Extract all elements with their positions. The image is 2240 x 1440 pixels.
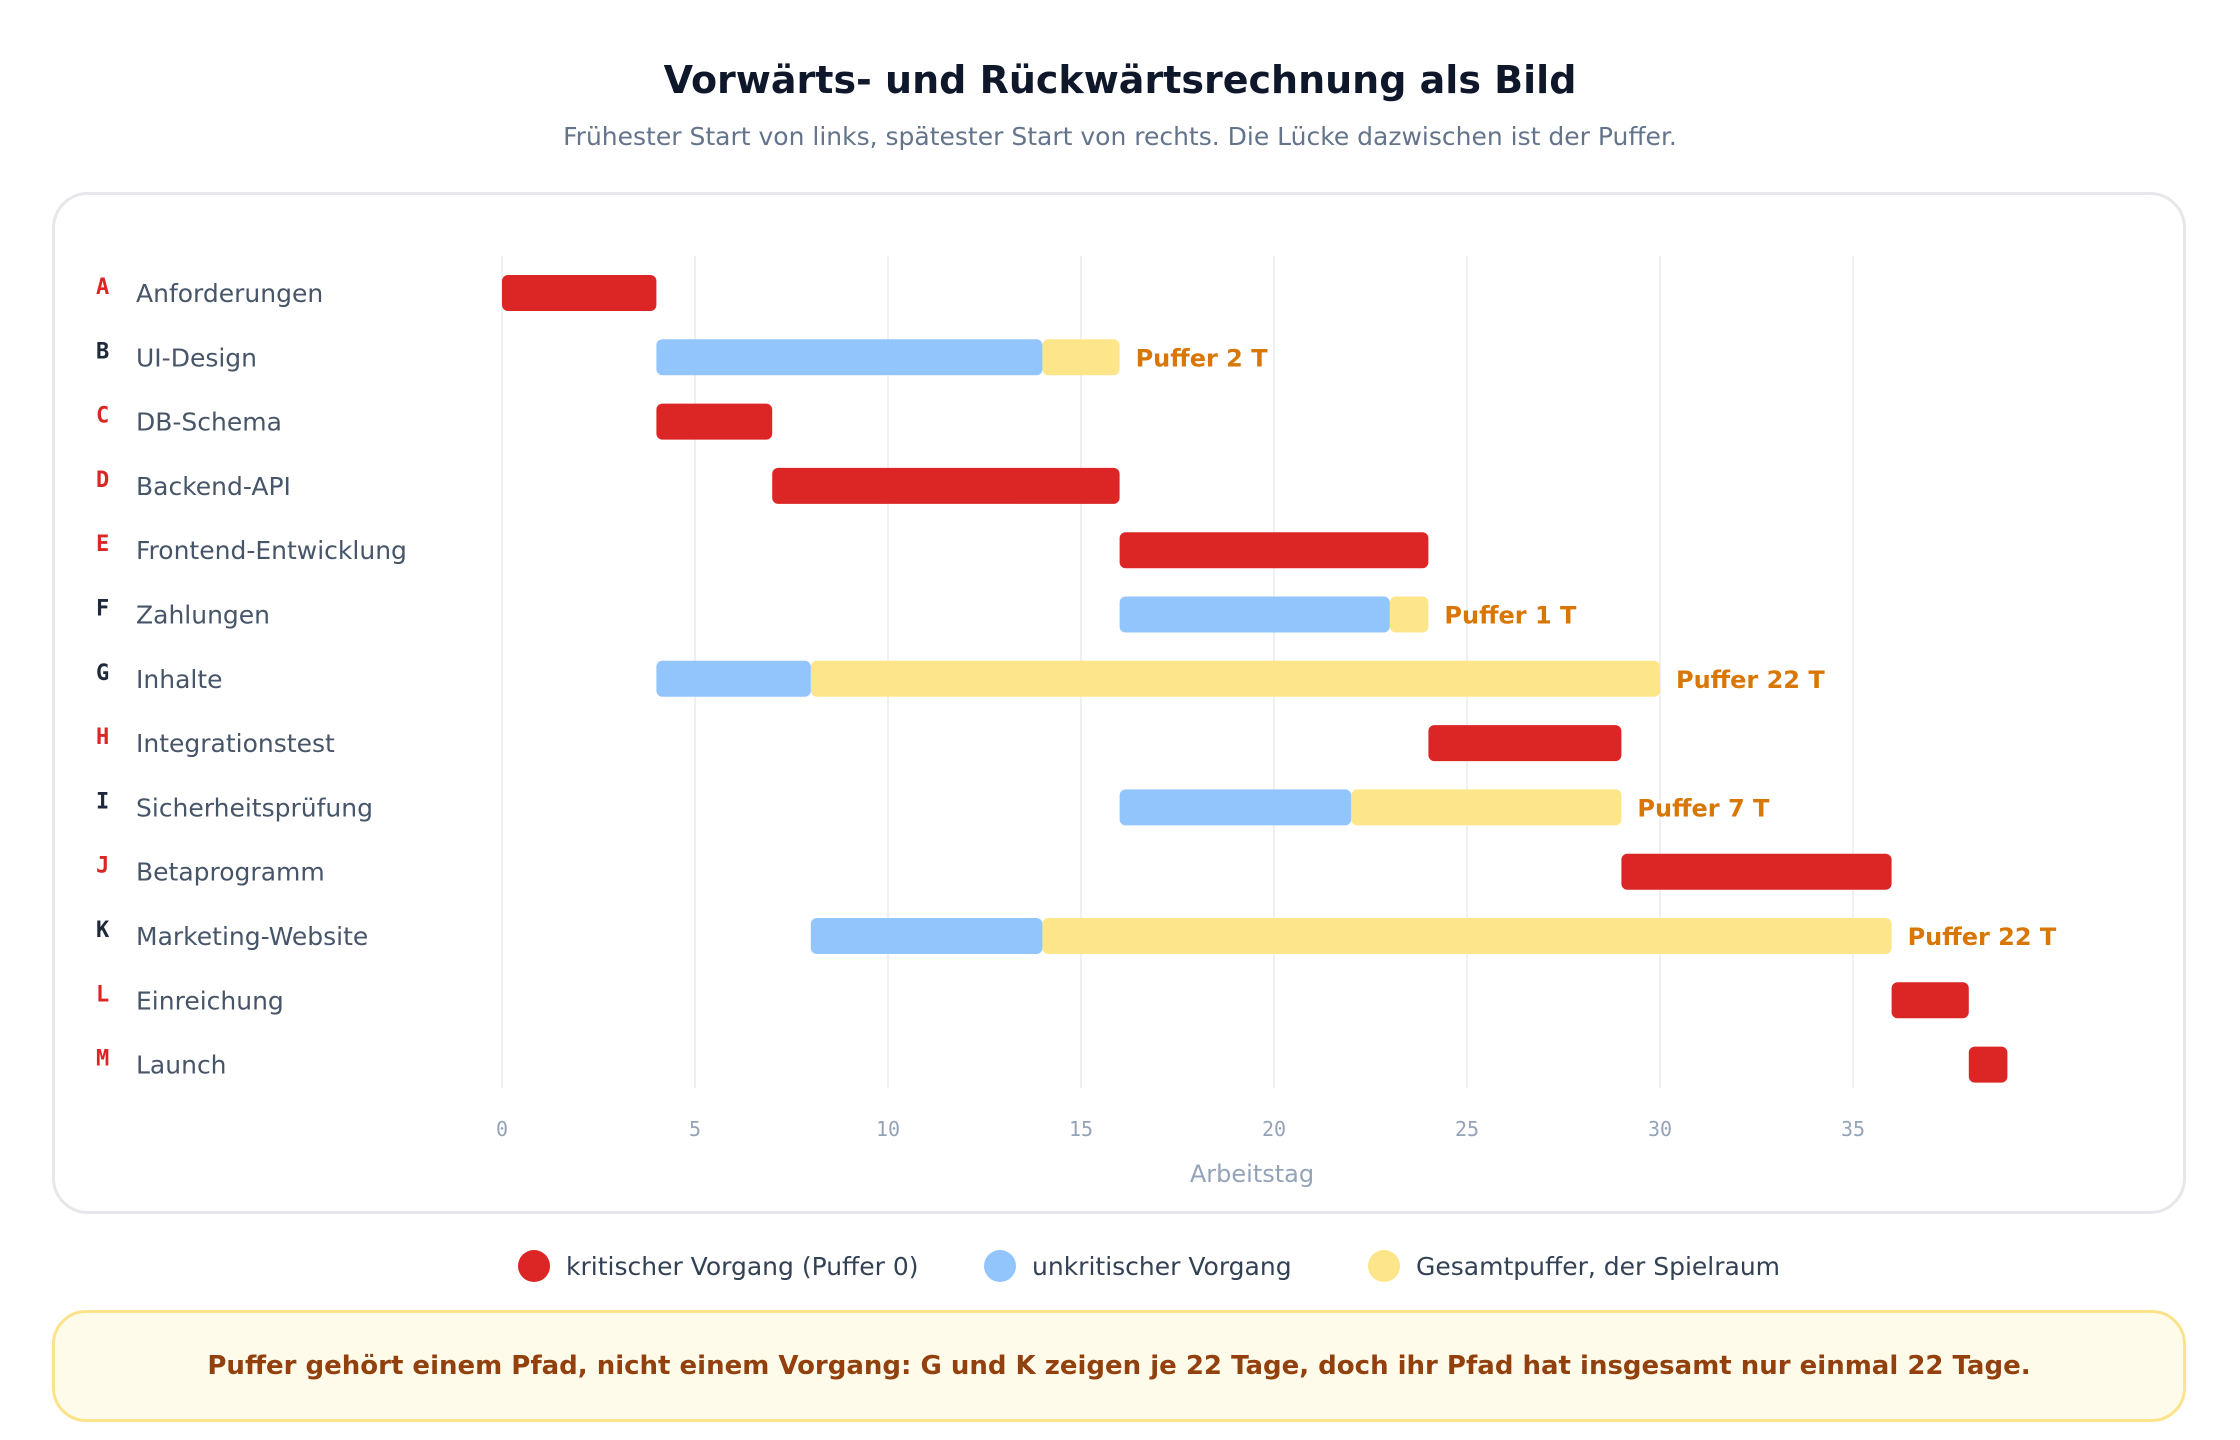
legend-item-float: Gesamtpuffer, der Spielraum [1368, 1244, 1780, 1288]
legend-item-critical: kritischer Vorgang (Puffer 0) [518, 1244, 919, 1288]
legend-swatch-noncritical [984, 1250, 1016, 1282]
legend-label-noncritical: unkritischer Vorgang [1032, 1251, 1292, 1281]
chart-subtitle: Frühester Start von links, spätester Sta… [563, 122, 1677, 151]
legend-label-float: Gesamtpuffer, der Spielraum [1416, 1251, 1781, 1281]
legend-label-critical: kritischer Vorgang (Puffer 0) [566, 1251, 919, 1281]
legend-swatch-critical [518, 1250, 550, 1282]
legend-swatch-float [1368, 1250, 1400, 1282]
chart-title: Vorwärts- und Rückwärtsrechnung als Bild [663, 58, 1577, 102]
callout-note: Puffer gehört einem Pfad, nicht einem Vo… [52, 1310, 2186, 1422]
chart-card [52, 192, 2186, 1214]
legend-item-noncritical: unkritischer Vorgang [984, 1244, 1292, 1288]
